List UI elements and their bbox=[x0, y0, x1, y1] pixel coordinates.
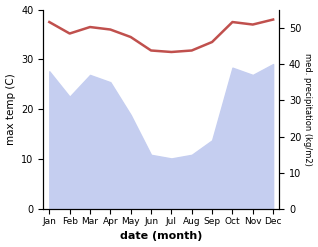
Y-axis label: med. precipitation (kg/m2): med. precipitation (kg/m2) bbox=[303, 53, 313, 166]
Y-axis label: max temp (C): max temp (C) bbox=[5, 74, 16, 145]
X-axis label: date (month): date (month) bbox=[120, 231, 203, 242]
